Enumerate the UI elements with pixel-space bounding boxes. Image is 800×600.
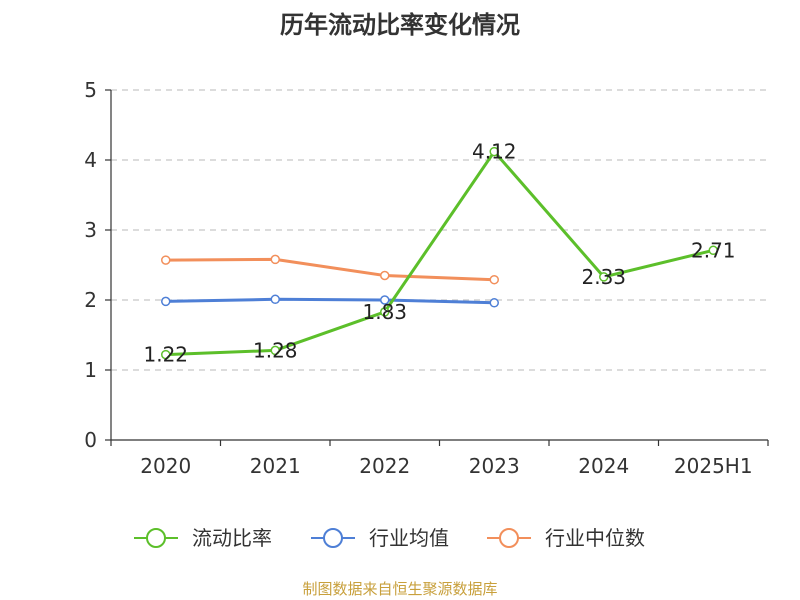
data-point — [708, 245, 718, 256]
data-point — [599, 272, 609, 282]
y-tick-label: 2 — [84, 288, 97, 312]
x-tick-label: 2023 — [469, 454, 520, 478]
data-point — [489, 146, 499, 157]
legend-label: 行业均值 — [369, 526, 449, 550]
chart-title: 历年流动比率变化情况 — [280, 11, 520, 39]
x-tick-label: 2022 — [359, 454, 410, 478]
data-labels: 1.22 1.28 1.83 4.12 2.33 2.71 — [143, 140, 735, 367]
legend-marker — [146, 528, 166, 548]
data-label: 1.28 — [253, 338, 298, 362]
series-line — [165, 257, 495, 282]
series-line — [165, 150, 714, 357]
data-label: 2.71 — [691, 238, 736, 262]
series-1 — [161, 294, 499, 308]
y-tick-label: 3 — [84, 218, 97, 242]
series-0 — [161, 146, 718, 360]
legend-marker — [499, 528, 519, 548]
x-tick-label: 2025H1 — [674, 454, 753, 478]
series-2 — [161, 254, 499, 285]
source-note: 制图数据来自恒生聚源数据库 — [302, 580, 497, 598]
series-lines — [161, 146, 718, 360]
legend-item[interactable]: 行业均值 — [311, 526, 449, 550]
data-label: 1.22 — [143, 343, 188, 367]
legend-label: 流动比率 — [192, 526, 272, 550]
data-label: 2.33 — [581, 265, 626, 289]
data-point — [270, 345, 280, 356]
data-point — [161, 349, 171, 360]
data-label: 4.12 — [472, 140, 517, 164]
y-tick-label: 0 — [84, 428, 97, 452]
data-point — [161, 296, 171, 307]
legend-item[interactable]: 流动比率 — [134, 526, 272, 550]
x-tick-label: 2021 — [250, 454, 301, 478]
y-tick-label: 5 — [84, 78, 97, 102]
data-label: 1.83 — [362, 300, 407, 324]
legend-marker — [323, 528, 343, 548]
data-point — [380, 270, 390, 281]
data-point — [270, 254, 280, 265]
legend[interactable]: 流动比率 行业均值 行业中位数 — [134, 526, 645, 550]
axes: 0 1 2 3 4 5 2020 2021 2022 2023 2024 2025H1 — [84, 78, 769, 478]
series-line — [165, 297, 495, 305]
data-point — [380, 295, 390, 305]
data-point — [380, 307, 390, 317]
data-point — [161, 255, 171, 265]
legend-label: 行业中位数 — [545, 526, 645, 550]
data-point — [489, 274, 499, 285]
data-point — [489, 298, 499, 308]
y-tick-label: 4 — [84, 148, 97, 172]
x-tick-label: 2024 — [578, 454, 629, 478]
data-point — [270, 294, 280, 305]
y-tick-label: 1 — [84, 358, 97, 382]
x-tick-label: 2020 — [140, 454, 191, 478]
legend-item[interactable]: 行业中位数 — [487, 526, 645, 550]
